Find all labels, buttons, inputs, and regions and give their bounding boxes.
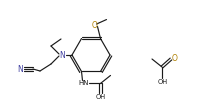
Text: OH: OH: [158, 78, 168, 84]
Text: N: N: [17, 64, 23, 73]
Text: OH: OH: [95, 94, 106, 100]
Text: O: O: [91, 21, 97, 30]
Text: HN: HN: [78, 80, 89, 86]
Text: N: N: [59, 51, 65, 59]
Text: O: O: [172, 54, 178, 62]
